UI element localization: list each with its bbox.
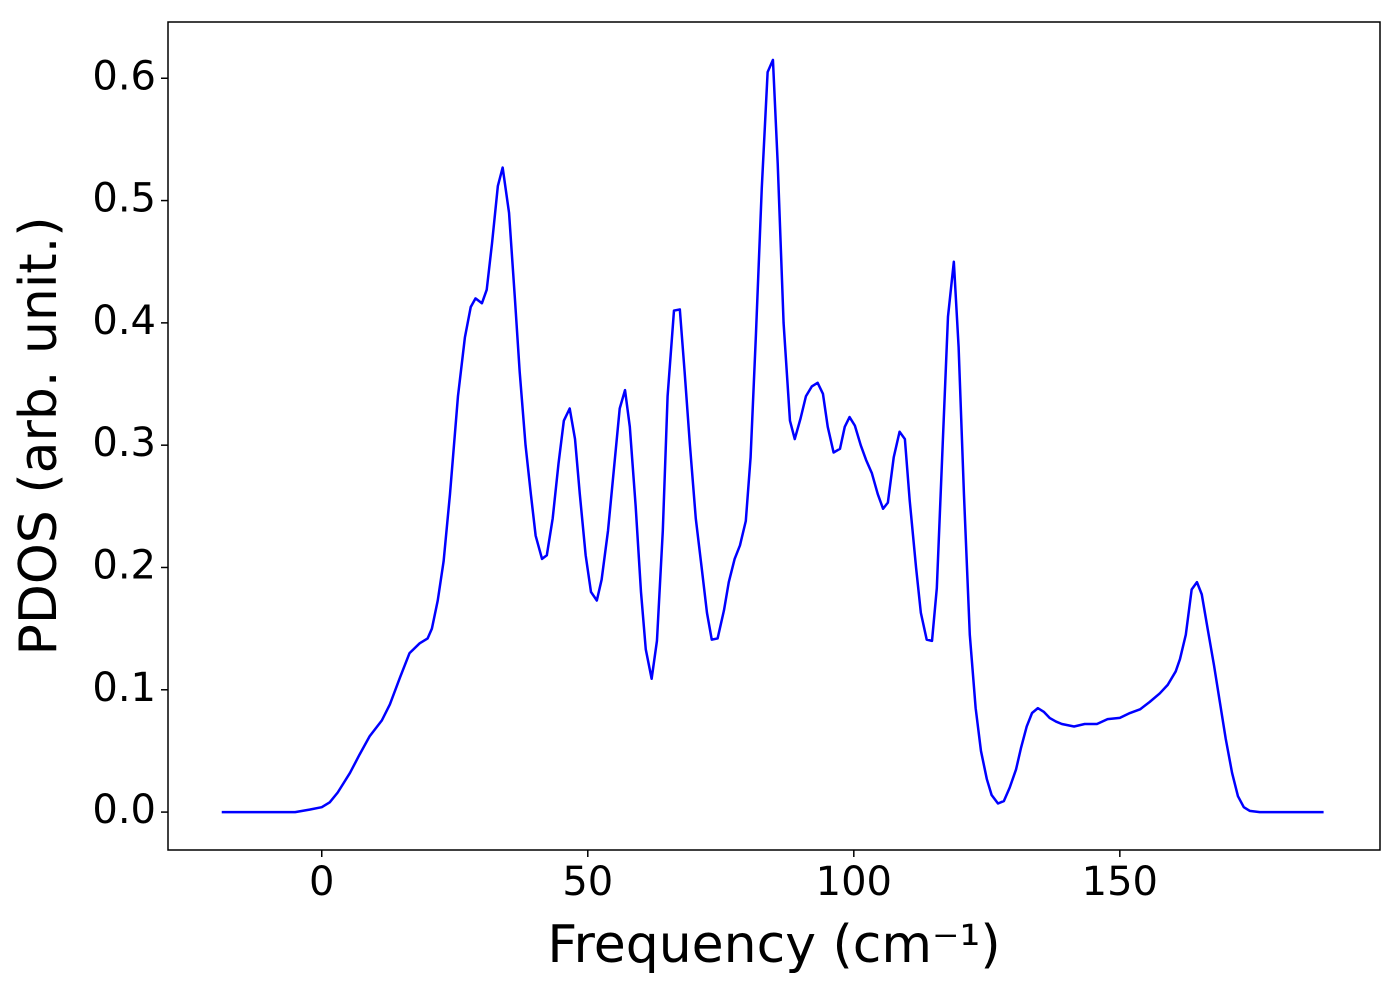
y-tick-label: 0.6 [92, 53, 156, 99]
x-tick-label: 0 [309, 859, 334, 905]
y-tick-label: 0.4 [92, 298, 156, 344]
y-axis-label: PDOS (arb. unit.) [9, 216, 69, 655]
y-tick-label: 0.0 [92, 787, 156, 833]
y-tick-label: 0.5 [92, 176, 156, 222]
y-tick-label: 0.3 [92, 420, 156, 466]
y-tick-label: 0.1 [92, 665, 156, 711]
x-tick-label: 150 [1082, 859, 1158, 905]
plot-frame [167, 21, 1381, 851]
data-line [221, 58, 1324, 814]
x-tick-label: 100 [816, 859, 892, 905]
x-axis-label: Frequency (cm⁻¹) [547, 915, 1000, 975]
y-tick-label: 0.2 [92, 542, 156, 588]
x-tick-label: 50 [562, 859, 613, 905]
